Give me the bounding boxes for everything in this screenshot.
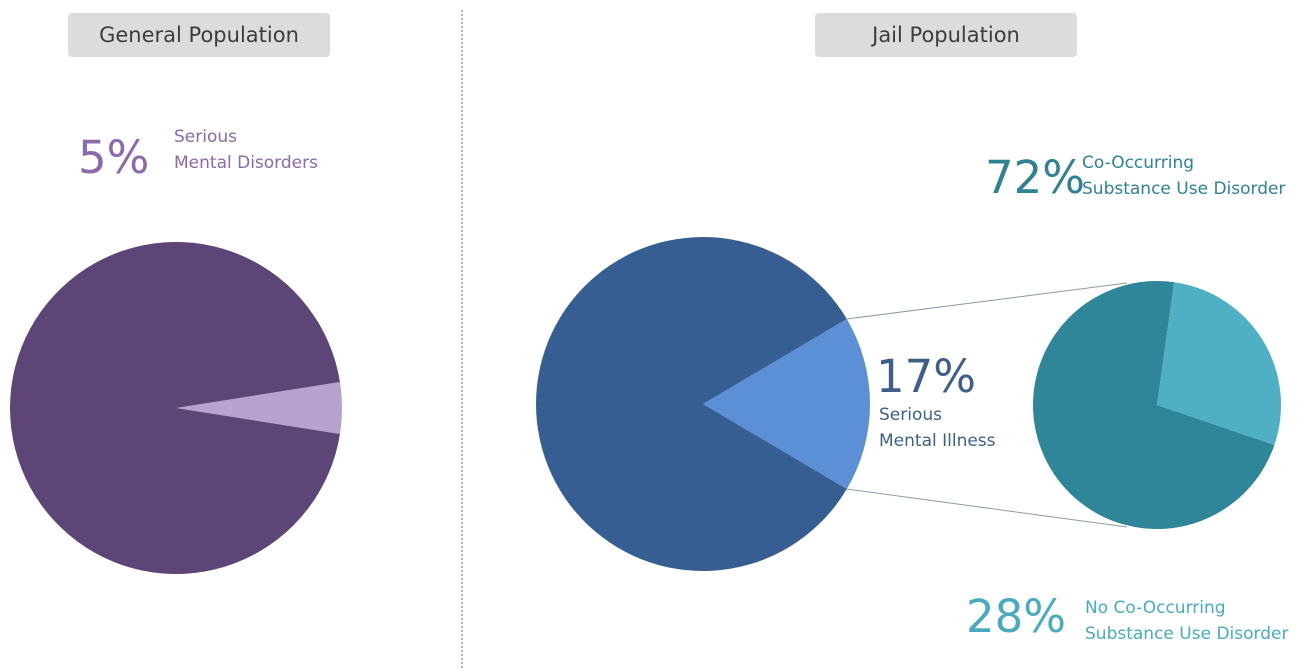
general-population-title: General Population (68, 13, 330, 57)
jail-population-title: Jail Population (815, 13, 1077, 57)
co-occurring-pie-slice-0 (1032, 281, 1275, 529)
no-co-occurring-pct: 28% (966, 590, 1067, 643)
jail-label: Serious Mental Illness (879, 402, 996, 454)
connector-line-bottom (846, 488, 1128, 528)
co-occurring-label-line1: Co-Occurring (1082, 153, 1195, 173)
general-pct: 5% (78, 131, 150, 184)
jail-pct: 17% (876, 350, 977, 403)
no-co-occurring-label: No Co-Occurring Substance Use Disorder (1085, 595, 1288, 647)
co-occurring-label: Co-Occurring Substance Use Disorder (1082, 150, 1285, 202)
pie-connector-lines (846, 282, 1128, 528)
general-label: Serious Mental Disorders (174, 124, 318, 176)
co-occurring-pie-slice-1 (1157, 282, 1281, 445)
co-occurring-pie (1032, 281, 1281, 529)
jail-pie-slice-1 (536, 237, 847, 572)
no-co-occurring-label-line2: Substance Use Disorder (1085, 624, 1289, 644)
jail-label-line1: Serious (879, 405, 942, 425)
no-co-occurring-label-line1: No Co-Occurring (1085, 598, 1226, 618)
general-label-line1: Serious (174, 127, 237, 147)
general-label-line2: Mental Disorders (174, 153, 318, 173)
co-occurring-label-line2: Substance Use Disorder (1082, 179, 1286, 199)
panel-divider (461, 10, 463, 668)
co-occurring-pct: 72% (985, 151, 1086, 204)
jail-population-pie (536, 237, 871, 572)
general-pie-slice-1 (9, 242, 340, 574)
general-population-pie (9, 242, 342, 574)
jail-label-line2: Mental Illness (879, 431, 996, 451)
jail-pie-slice-0 (703, 318, 871, 490)
general-pie-slice-0 (176, 382, 342, 434)
connector-line-top (846, 282, 1128, 320)
